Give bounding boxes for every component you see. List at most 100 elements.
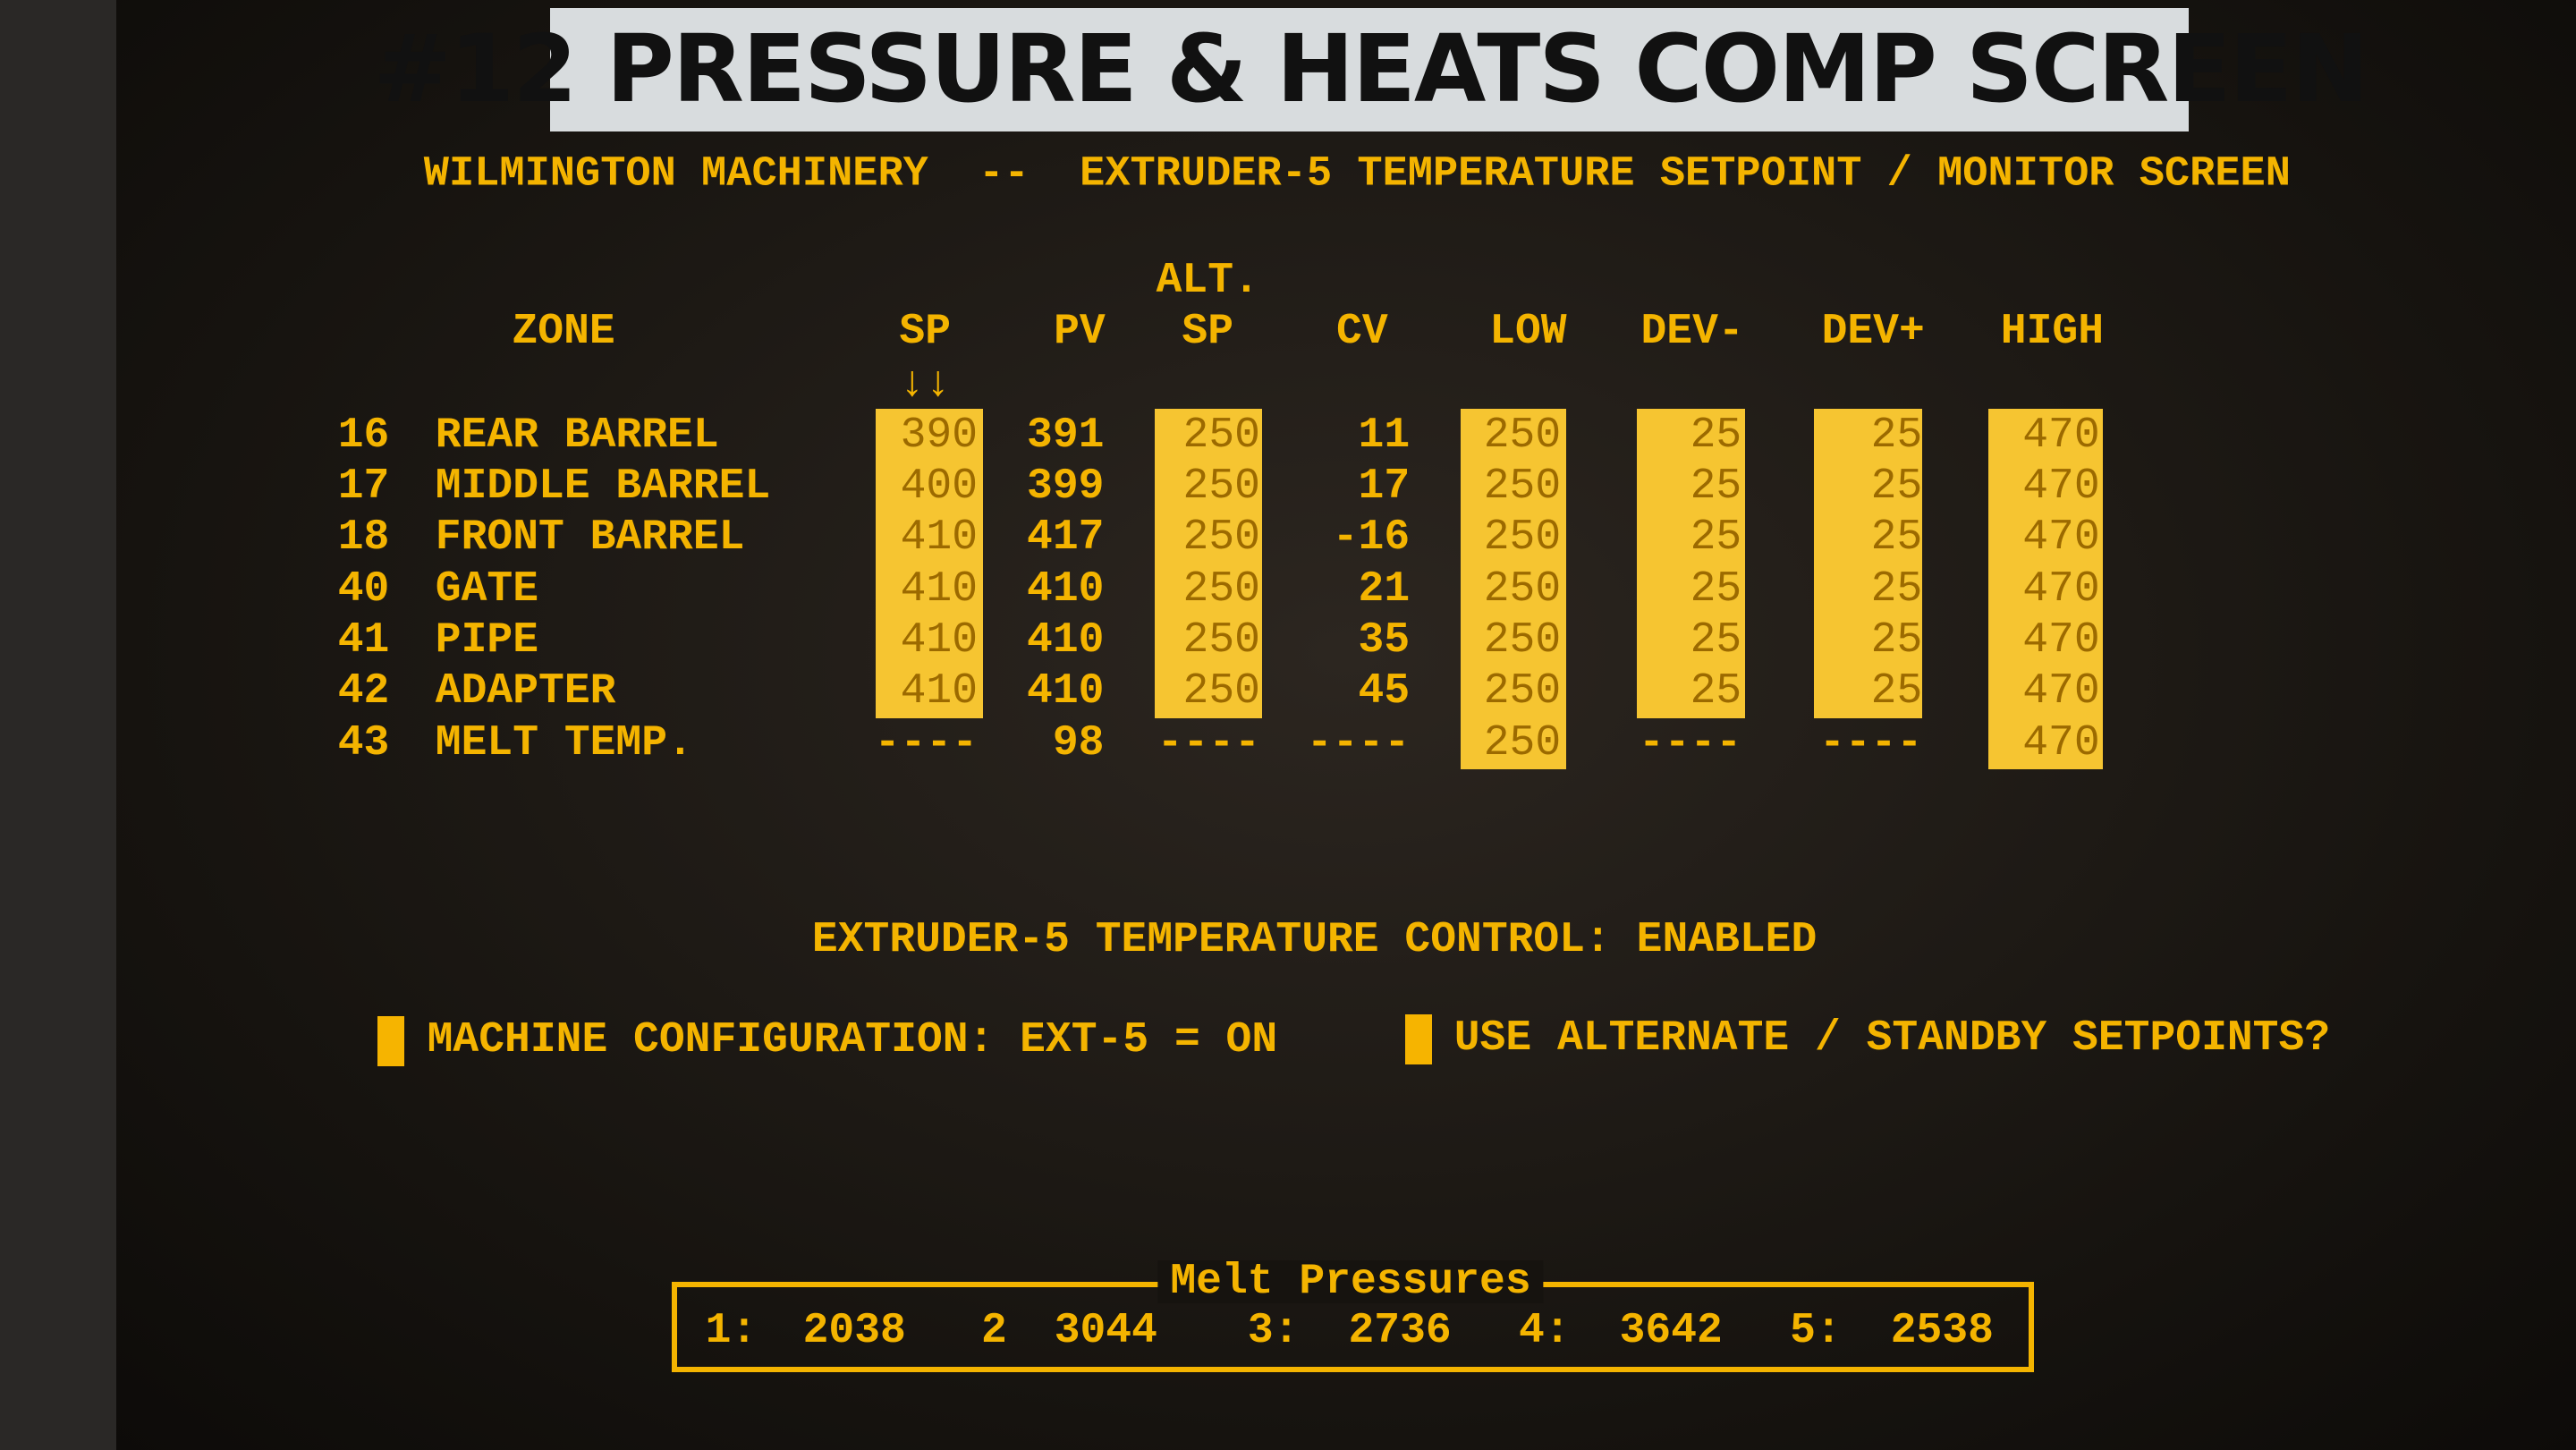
zone-number: 16 [337, 411, 390, 460]
zone-name: GATE [435, 564, 539, 614]
table-cell: ---- [1157, 718, 1260, 767]
column-header: ZONE [512, 308, 615, 357]
pressure-title: Melt Pressures [1157, 1259, 1544, 1303]
zone-name: MIDDLE BARREL [435, 462, 771, 512]
table-cell: 410 [900, 513, 978, 563]
table-cell: 250 [1483, 667, 1562, 717]
table-cell: 25 [1870, 667, 1923, 717]
table-cell: 25 [1870, 513, 1923, 563]
table-cell: 399 [1027, 462, 1105, 512]
column-header: DEV- [1640, 308, 1744, 357]
table-cell: 98 [1052, 718, 1105, 767]
column-header: LOW [1489, 308, 1567, 357]
table-cell: 25 [1870, 411, 1923, 460]
table-cell: 25 [1870, 564, 1923, 614]
column-header: HIGH [2000, 308, 2105, 357]
table-cell: -16 [1332, 513, 1411, 563]
pressure-value: 2736 [1348, 1306, 1452, 1355]
entry-column [1987, 409, 2104, 770]
table-cell: ---- [1639, 718, 1742, 767]
column-header: PV [1054, 308, 1106, 357]
pressure-value: 3642 [1619, 1306, 1723, 1355]
pressure-value: 2038 [802, 1306, 906, 1355]
table-cell: 250 [1182, 667, 1260, 717]
option-indicator [1405, 1014, 1432, 1064]
table-cell: 25 [1690, 411, 1742, 460]
column-header: SP [1182, 308, 1233, 357]
pressure-label: 1: [705, 1306, 758, 1355]
pressure-label: 5: [1790, 1306, 1842, 1355]
crt-screen [116, 0, 2576, 1450]
option-text: MACHINE CONFIGURATION: EXT-5 = ON [427, 1015, 1278, 1064]
table-cell: 410 [900, 667, 978, 717]
table-cell: 250 [1483, 718, 1562, 767]
table-cell: 250 [1483, 616, 1562, 666]
pressure-label: 3: [1247, 1306, 1300, 1355]
table-cell: 390 [900, 411, 978, 460]
pressure-label: 4: [1518, 1306, 1571, 1355]
zone-name: ADAPTER [435, 667, 616, 717]
table-cell: 25 [1690, 667, 1742, 717]
sp-arrows: ↓↓ [899, 360, 952, 409]
table-cell: 410 [1027, 616, 1105, 666]
table-cell: 25 [1690, 462, 1742, 512]
column-header: CV [1336, 308, 1388, 357]
table-cell: 250 [1483, 513, 1562, 563]
table-cell: 11 [1358, 411, 1411, 460]
table-cell: 250 [1182, 513, 1260, 563]
zone-name: MELT TEMP. [435, 718, 693, 767]
zone-number: 43 [337, 718, 390, 767]
zone-number: 18 [337, 513, 390, 563]
table-cell: 470 [2022, 718, 2100, 767]
zone-number: 17 [337, 462, 390, 512]
table-cell: 410 [900, 564, 978, 614]
table-cell: 25 [1690, 513, 1742, 563]
pressure-label: 2 [980, 1306, 1007, 1355]
table-cell: 470 [2022, 564, 2100, 614]
screen-label: #12 PRESSURE & HEATS COMP SCREEN [373, 14, 2369, 124]
zone-number: 42 [337, 667, 390, 717]
zone-number: 40 [337, 564, 390, 614]
table-cell: 250 [1483, 411, 1562, 460]
column-header: DEV+ [1821, 308, 1925, 357]
table-cell: 250 [1483, 564, 1562, 614]
table-cell: 250 [1483, 462, 1562, 512]
entry-column [1814, 409, 1923, 718]
column-header: ALT. [1156, 257, 1259, 306]
entry-column [1636, 409, 1745, 718]
table-cell: 250 [1182, 564, 1260, 614]
table-cell: ---- [1819, 718, 1923, 767]
table-cell: 470 [2022, 667, 2100, 717]
table-cell: 400 [900, 462, 978, 512]
label-plate [550, 8, 2189, 131]
table-cell: 250 [1182, 411, 1260, 460]
table-cell: 17 [1358, 462, 1411, 512]
table-cell: 250 [1182, 462, 1260, 512]
column-header: SP [899, 308, 952, 357]
zone-name: FRONT BARREL [435, 513, 745, 563]
table-cell: 25 [1870, 616, 1923, 666]
table-cell: 25 [1690, 564, 1742, 614]
option-text: USE ALTERNATE / STANDBY SETPOINTS? [1453, 1013, 2331, 1063]
table-cell: 410 [1027, 564, 1105, 614]
entry-column [1461, 409, 1566, 770]
table-cell: ---- [874, 718, 978, 767]
pressure-value: 2538 [1890, 1306, 1994, 1355]
table-cell: ---- [1306, 718, 1411, 767]
table-cell: 391 [1027, 411, 1105, 460]
table-cell: 470 [2022, 616, 2100, 666]
screen-header: WILMINGTON MACHINERY -- EXTRUDER-5 TEMPE… [423, 150, 2291, 199]
table-cell: 410 [900, 616, 978, 666]
pressure-value: 3044 [1054, 1306, 1157, 1355]
zone-name: REAR BARREL [435, 411, 719, 460]
table-cell: 35 [1358, 616, 1411, 666]
table-cell: 417 [1027, 513, 1105, 563]
table-cell: 45 [1358, 667, 1411, 717]
table-cell: 470 [2022, 462, 2100, 512]
entry-column [876, 409, 983, 718]
table-cell: 250 [1182, 616, 1260, 666]
table-cell: 470 [2022, 411, 2100, 460]
table-cell: 25 [1690, 616, 1742, 666]
zone-number: 41 [337, 616, 390, 666]
